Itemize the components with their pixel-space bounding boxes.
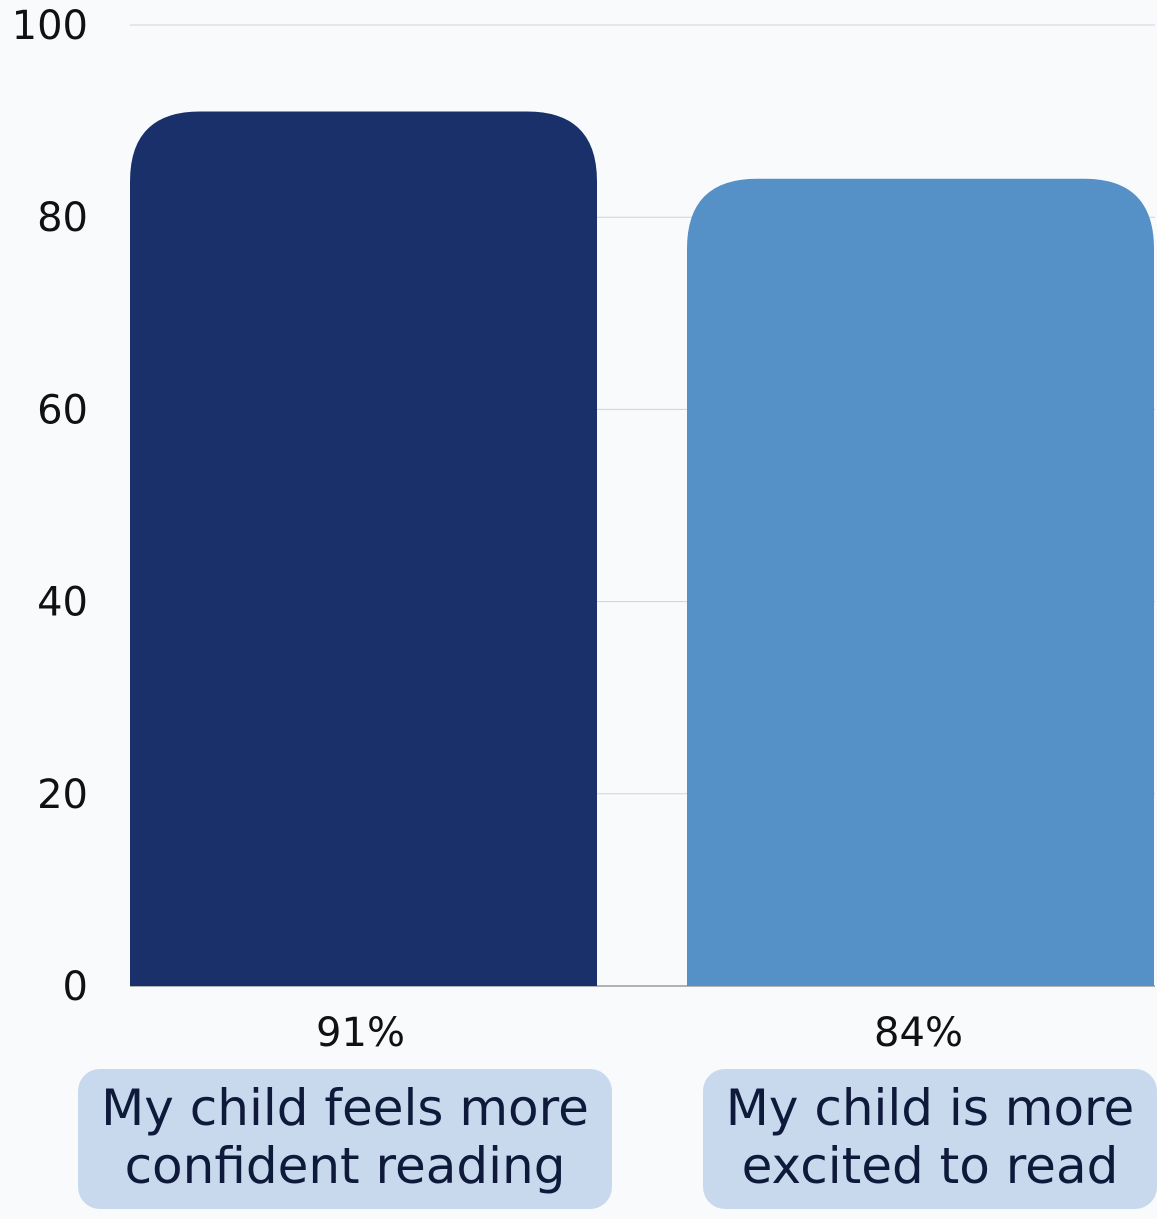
bar bbox=[687, 178, 1154, 986]
bar bbox=[130, 111, 597, 987]
category-label: My child is more excited to read bbox=[703, 1069, 1157, 1209]
value-labels: 91% 84% bbox=[316, 1010, 963, 1056]
y-tick-label: 60 bbox=[37, 387, 88, 433]
category-label-line: confident reading bbox=[124, 1137, 566, 1195]
y-tick-label: 100 bbox=[12, 3, 88, 49]
category-label-line: My child feels more bbox=[101, 1079, 589, 1137]
y-tick-label: 20 bbox=[37, 772, 88, 818]
category-label-line: My child is more bbox=[725, 1079, 1135, 1137]
value-label: 84% bbox=[874, 1010, 963, 1056]
y-tick-label: 0 bbox=[63, 964, 88, 1010]
category-label-line: excited to read bbox=[741, 1137, 1119, 1195]
bars bbox=[130, 111, 1154, 987]
y-tick-label: 40 bbox=[37, 580, 88, 626]
category-label: My child feels more confident reading bbox=[78, 1069, 612, 1209]
y-axis-ticks: 0 20 40 60 80 100 bbox=[12, 3, 88, 1010]
value-label: 91% bbox=[316, 1010, 405, 1056]
y-tick-label: 80 bbox=[37, 195, 88, 241]
